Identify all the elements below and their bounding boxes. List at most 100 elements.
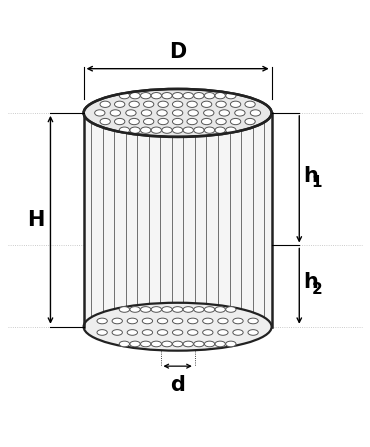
Ellipse shape — [183, 341, 194, 347]
Ellipse shape — [158, 118, 168, 125]
Ellipse shape — [231, 101, 241, 107]
Ellipse shape — [172, 118, 183, 125]
Ellipse shape — [100, 118, 110, 125]
Text: h: h — [304, 272, 319, 292]
Ellipse shape — [100, 101, 110, 107]
Ellipse shape — [248, 329, 258, 335]
Ellipse shape — [157, 110, 167, 116]
Ellipse shape — [226, 341, 236, 347]
Ellipse shape — [127, 329, 138, 335]
Ellipse shape — [172, 127, 183, 133]
Ellipse shape — [201, 118, 212, 125]
Ellipse shape — [187, 118, 197, 125]
Ellipse shape — [194, 341, 204, 347]
Ellipse shape — [112, 318, 122, 324]
Ellipse shape — [226, 307, 236, 312]
Ellipse shape — [141, 127, 151, 133]
Ellipse shape — [226, 127, 236, 133]
Text: D: D — [169, 42, 186, 62]
Ellipse shape — [141, 307, 151, 312]
Ellipse shape — [151, 307, 161, 312]
Ellipse shape — [183, 93, 194, 99]
Ellipse shape — [204, 307, 215, 312]
Ellipse shape — [151, 127, 161, 133]
Ellipse shape — [215, 307, 225, 312]
Ellipse shape — [84, 89, 272, 137]
Ellipse shape — [112, 329, 122, 335]
Ellipse shape — [151, 93, 161, 99]
Ellipse shape — [141, 341, 151, 347]
Ellipse shape — [216, 101, 226, 107]
Ellipse shape — [172, 93, 183, 99]
Ellipse shape — [188, 318, 198, 324]
Ellipse shape — [97, 329, 107, 335]
Ellipse shape — [115, 118, 125, 125]
Ellipse shape — [218, 318, 228, 324]
Ellipse shape — [142, 318, 152, 324]
Ellipse shape — [172, 101, 183, 107]
Ellipse shape — [250, 110, 260, 116]
Ellipse shape — [151, 341, 161, 347]
Ellipse shape — [233, 318, 243, 324]
Ellipse shape — [245, 101, 255, 107]
Polygon shape — [84, 113, 272, 327]
Ellipse shape — [194, 127, 204, 133]
Ellipse shape — [144, 101, 154, 107]
Ellipse shape — [119, 93, 130, 99]
Ellipse shape — [157, 329, 168, 335]
Ellipse shape — [231, 118, 241, 125]
Ellipse shape — [203, 318, 213, 324]
Ellipse shape — [130, 307, 140, 312]
Ellipse shape — [142, 329, 152, 335]
Ellipse shape — [245, 118, 255, 125]
Ellipse shape — [130, 127, 140, 133]
Ellipse shape — [141, 93, 151, 99]
Ellipse shape — [183, 307, 194, 312]
Ellipse shape — [215, 127, 225, 133]
Ellipse shape — [129, 101, 139, 107]
Ellipse shape — [194, 307, 204, 312]
Ellipse shape — [203, 329, 213, 335]
Ellipse shape — [216, 118, 226, 125]
Ellipse shape — [226, 93, 236, 99]
Ellipse shape — [172, 110, 183, 116]
Ellipse shape — [162, 341, 172, 347]
Ellipse shape — [162, 127, 172, 133]
Ellipse shape — [97, 318, 107, 324]
Ellipse shape — [215, 93, 225, 99]
Ellipse shape — [194, 93, 204, 99]
Ellipse shape — [127, 318, 138, 324]
Ellipse shape — [119, 307, 130, 312]
Ellipse shape — [141, 110, 152, 116]
Text: h: h — [304, 165, 319, 186]
Ellipse shape — [126, 110, 136, 116]
Ellipse shape — [215, 341, 225, 347]
Ellipse shape — [130, 341, 140, 347]
Ellipse shape — [110, 110, 121, 116]
Ellipse shape — [119, 341, 130, 347]
Ellipse shape — [188, 110, 198, 116]
Ellipse shape — [162, 93, 172, 99]
Ellipse shape — [158, 101, 168, 107]
Ellipse shape — [130, 93, 140, 99]
Ellipse shape — [115, 101, 125, 107]
Ellipse shape — [204, 341, 215, 347]
Ellipse shape — [172, 341, 183, 347]
Ellipse shape — [219, 110, 229, 116]
Ellipse shape — [233, 329, 243, 335]
Ellipse shape — [172, 318, 183, 324]
Ellipse shape — [129, 118, 139, 125]
Text: 1: 1 — [312, 175, 322, 190]
Ellipse shape — [188, 329, 198, 335]
Ellipse shape — [248, 318, 258, 324]
Ellipse shape — [172, 307, 183, 312]
Ellipse shape — [187, 101, 197, 107]
Ellipse shape — [183, 127, 194, 133]
Ellipse shape — [204, 127, 215, 133]
Ellipse shape — [162, 307, 172, 312]
Text: H: H — [27, 210, 45, 230]
Text: d: d — [170, 375, 185, 395]
Ellipse shape — [119, 127, 130, 133]
Ellipse shape — [218, 329, 228, 335]
Ellipse shape — [201, 101, 212, 107]
